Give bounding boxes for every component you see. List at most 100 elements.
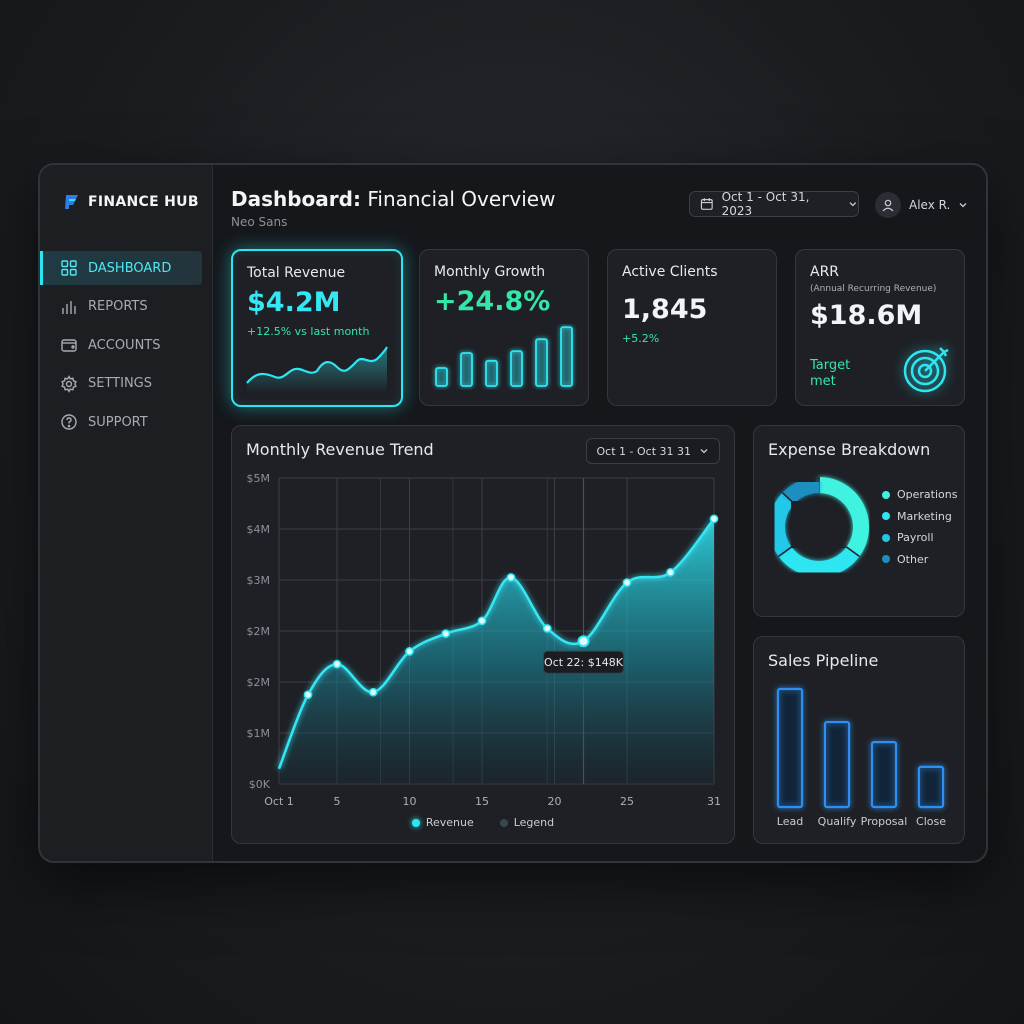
x-tick-label: 31 bbox=[707, 795, 721, 808]
sidebar-item-label: SETTINGS bbox=[88, 376, 153, 391]
calendar-icon bbox=[700, 198, 713, 210]
kpi-label: Monthly Growth bbox=[434, 264, 546, 280]
pipeline-bar bbox=[823, 720, 851, 809]
expense-legend: Operations Marketing Payroll Other bbox=[882, 484, 957, 570]
y-tick-label: $3M bbox=[247, 574, 271, 587]
sales-pipeline-chart[interactable]: Lead Qualify Proposal Close bbox=[758, 677, 958, 837]
sidebar-item-dashboard[interactable]: DASHBOARD bbox=[40, 251, 202, 285]
legend-swatch bbox=[882, 533, 890, 542]
data-point bbox=[506, 573, 516, 582]
revenue-trend-chart[interactable]: $0K $1M $2M $2M $3M $4M $5M Oct 1 5 10 15 20 25 31 Oct… bbox=[232, 466, 732, 826]
gear-icon bbox=[61, 374, 77, 393]
kpi-value: +24.8% bbox=[434, 286, 551, 317]
pipeline-bar bbox=[776, 687, 804, 809]
chevron-down-icon bbox=[959, 203, 967, 208]
kpi-value: $18.6M bbox=[810, 300, 923, 331]
kpi-active-clients[interactable]: Active Clients 1,845 +5.2% bbox=[607, 249, 777, 406]
pipeline-bar bbox=[870, 740, 898, 809]
y-tick-label: $1M bbox=[247, 727, 271, 740]
growth-bar bbox=[435, 367, 448, 387]
donut-slice bbox=[782, 477, 820, 505]
bar-chart-icon bbox=[62, 300, 76, 314]
main-content: Dashboard: Financial Overview Neo Sans O… bbox=[213, 165, 986, 861]
y-tick-label: $2M bbox=[247, 625, 271, 638]
sales-pipeline-panel: Sales Pipeline Lead Qualify Proposal Close bbox=[753, 636, 965, 844]
sidebar-item-support[interactable]: SUPPORT bbox=[40, 405, 202, 439]
page-title-rest: Financial Overview bbox=[367, 187, 556, 211]
donut-slice bbox=[769, 492, 795, 557]
kpi-value: 1,845 bbox=[622, 294, 708, 325]
legend-item: Other bbox=[882, 549, 957, 571]
sidebar-item-label: DASHBOARD bbox=[88, 260, 172, 276]
x-tick-label: 5 bbox=[334, 795, 341, 808]
sidebar-item-reports[interactable]: REPORTS bbox=[40, 290, 202, 324]
kpi-monthly-growth[interactable]: Monthly Growth +24.8% bbox=[419, 249, 589, 406]
wallet-icon bbox=[61, 339, 77, 352]
donut-slice bbox=[818, 477, 869, 557]
brand[interactable]: FINANCE HUB bbox=[62, 193, 199, 211]
x-tick-label: 20 bbox=[548, 795, 562, 808]
legend-item: Marketing bbox=[882, 506, 957, 528]
avatar bbox=[875, 192, 901, 218]
kpi-change-text: +12.5% vs last month bbox=[247, 325, 370, 338]
page-subtitle: Neo Sans bbox=[231, 215, 288, 229]
legend-item-legend[interactable]: Legend bbox=[499, 816, 555, 829]
help-circle-icon bbox=[61, 414, 77, 430]
x-tick-label: 10 bbox=[403, 795, 417, 808]
legend-swatch bbox=[882, 555, 890, 564]
expense-donut-chart[interactable] bbox=[764, 472, 874, 582]
kpi-change: +12.5% vs last month bbox=[247, 325, 369, 338]
sidebar-item-label: SUPPORT bbox=[88, 414, 148, 430]
kpi-sublabel: (Annual Recurring Revenue) bbox=[810, 284, 937, 294]
x-tick-label: Oct 1 bbox=[264, 795, 294, 808]
growth-bar bbox=[510, 350, 523, 387]
kpi-value: $4.2M bbox=[247, 287, 341, 318]
tooltip-label: Oct 22: $148K bbox=[544, 656, 624, 669]
pipeline-bar bbox=[917, 765, 945, 809]
target-icon bbox=[903, 347, 949, 393]
trend-date-filter[interactable]: Oct 1 - Oct 31 31 bbox=[585, 438, 720, 464]
kpi-status: Target met bbox=[810, 358, 851, 389]
app-window: FINANCE HUB DASHBOARD REPORTS ACC bbox=[38, 163, 988, 863]
grid-icon bbox=[61, 260, 77, 276]
sidebar-item-settings[interactable]: SETTINGS bbox=[40, 367, 202, 401]
legend-item-revenue[interactable]: Revenue bbox=[411, 816, 474, 829]
donut-separator bbox=[782, 492, 795, 505]
panel-title: Monthly Revenue Trend bbox=[246, 440, 434, 459]
data-point bbox=[368, 687, 378, 697]
kpi-arr[interactable]: ARR (Annual Recurring Revenue) $18.6M Ta… bbox=[795, 249, 965, 406]
legend-label: Revenue bbox=[425, 816, 474, 829]
logo-icon bbox=[65, 195, 78, 209]
x-tick-label: 25 bbox=[620, 795, 634, 808]
highlight-point bbox=[577, 635, 590, 648]
pipeline-category-label: Close bbox=[916, 815, 946, 828]
brand-name: FINANCE HUB bbox=[88, 194, 199, 210]
kpi-label: Active Clients bbox=[622, 264, 718, 280]
revenue-area bbox=[279, 518, 714, 784]
kpi-total-revenue[interactable]: Total Revenue $4.2M +12.5% vs last month bbox=[231, 249, 403, 407]
growth-bar bbox=[535, 338, 548, 387]
donut-separator bbox=[778, 546, 792, 557]
y-tick-label: $0K bbox=[249, 778, 271, 791]
legend-label: Legend bbox=[513, 816, 555, 829]
legend-label: Other bbox=[897, 552, 929, 566]
pipeline-category-label: Qualify bbox=[818, 815, 857, 828]
data-point bbox=[441, 629, 451, 638]
y-tick-label: $5M bbox=[247, 472, 271, 485]
y-tick-label: $2M bbox=[247, 676, 271, 689]
page-title: Dashboard: Financial Overview bbox=[231, 187, 555, 211]
data-point bbox=[477, 616, 487, 626]
kpi-label: ARR bbox=[810, 264, 840, 280]
user-menu[interactable]: Alex R. bbox=[875, 191, 968, 219]
donut-slice bbox=[778, 546, 860, 577]
growth-bar-chart bbox=[435, 326, 573, 387]
tooltip-box bbox=[543, 650, 624, 674]
user-name: Alex R. bbox=[909, 198, 951, 212]
sidebar: FINANCE HUB DASHBOARD REPORTS ACC bbox=[40, 165, 213, 861]
data-point bbox=[332, 659, 342, 669]
chevron-down-icon bbox=[700, 449, 708, 454]
data-point bbox=[405, 647, 414, 656]
growth-bar bbox=[485, 359, 498, 387]
sidebar-item-accounts[interactable]: ACCOUNTS bbox=[40, 328, 202, 362]
date-range-picker[interactable]: Oct 1 - Oct 31, 2023 bbox=[689, 190, 859, 218]
